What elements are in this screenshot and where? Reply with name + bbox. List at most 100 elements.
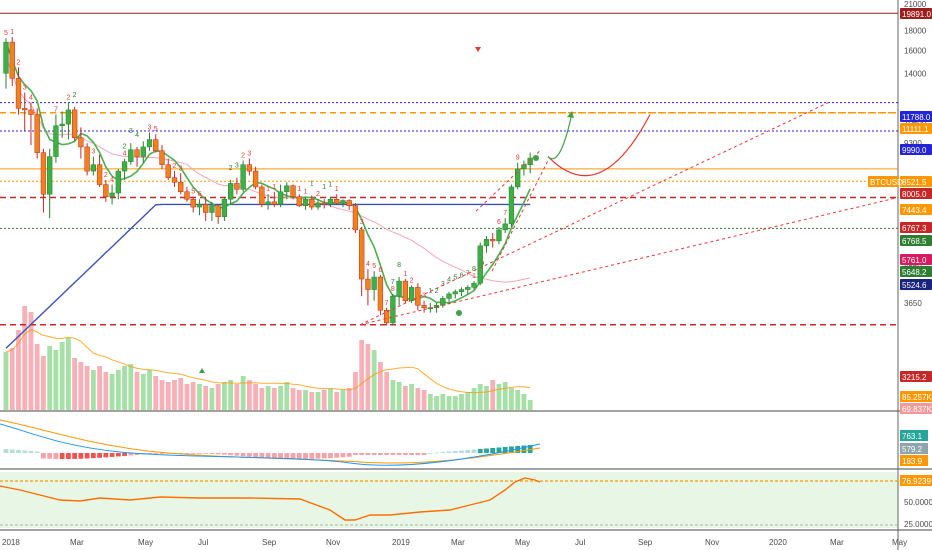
buy-count-label: 2 [123,144,127,151]
candle-body[interactable] [421,305,427,309]
candle-body[interactable] [277,191,284,205]
candle-body[interactable] [452,291,458,295]
candle-body[interactable] [415,287,421,306]
macd-histogram-bar [278,453,283,459]
candle-body[interactable] [377,276,384,311]
candle-body[interactable] [221,198,228,217]
candle-body[interactable] [271,201,277,205]
candle-body[interactable] [15,77,22,109]
candle-body[interactable] [290,185,296,197]
candle-body[interactable] [90,164,97,172]
candle-body[interactable] [40,152,47,195]
candle-body[interactable] [234,183,240,190]
candle-body[interactable] [458,289,465,292]
candle-body[interactable] [109,192,115,197]
candle-body[interactable] [71,109,78,139]
macd-histogram-bar [103,453,109,458]
candle-body[interactable] [252,170,259,188]
candle-body[interactable] [265,201,271,205]
price-badge-label: 9990.0 [902,146,927,155]
candle-body[interactable] [184,191,190,200]
candle-body[interactable] [9,41,15,79]
candle-body[interactable] [47,156,53,195]
candle-body[interactable] [246,164,253,172]
macd-histogram-bar [203,453,209,454]
candle-body[interactable] [115,170,121,194]
candle-body[interactable] [240,164,246,190]
candle-body[interactable] [515,168,521,188]
candle-body[interactable] [128,149,134,162]
candle-body[interactable] [159,150,165,165]
candle-body[interactable] [103,184,109,197]
candle-body[interactable] [34,114,40,153]
macd-histogram-bar [59,453,65,459]
candle-body[interactable] [359,229,365,280]
candle-body[interactable] [215,205,221,217]
candle-body[interactable] [465,287,471,290]
candle-body[interactable] [483,239,490,247]
candle-body[interactable] [352,205,359,231]
candle-body[interactable] [28,109,34,115]
candle-body[interactable] [178,182,184,193]
x-tick-label: Sep [638,538,653,547]
price-badge [900,111,932,122]
volume-bar [59,342,65,410]
candle-body[interactable] [296,196,302,206]
candle-body[interactable] [321,202,327,205]
candle-body[interactable] [346,200,352,206]
candle-body[interactable] [22,108,28,111]
candle-body[interactable] [190,198,196,208]
candle-body[interactable] [302,198,309,206]
candle-body[interactable] [383,309,390,324]
candle-body[interactable] [446,293,452,299]
candle-body[interactable] [78,137,84,148]
candle-body[interactable] [396,280,402,297]
candle-body[interactable] [521,164,527,170]
sell-count-label: 7 [503,210,507,217]
candle-body[interactable] [315,202,321,208]
candle-body[interactable] [209,205,215,213]
candle-body[interactable] [502,223,508,231]
candle-body[interactable] [496,229,502,242]
candle-body[interactable] [284,185,290,193]
candle-body[interactable] [203,204,209,213]
volume-badge-label: 69.837K [902,405,932,414]
candle-body[interactable] [153,139,159,151]
candle-body[interactable] [334,198,340,204]
candle-body[interactable] [140,146,146,157]
macd-histogram-bar [90,453,96,459]
macd-histogram-bar [390,453,396,455]
volume-bar [178,378,184,410]
candle-body[interactable] [59,123,65,126]
candle-body[interactable] [365,278,371,290]
candle-body[interactable] [165,164,171,178]
candle-body[interactable] [508,186,515,225]
candle-body[interactable] [371,276,377,290]
sell-count-label: 3 [91,149,95,156]
macd-histogram-bar [147,453,152,455]
candle-body[interactable] [134,149,140,157]
candle-body[interactable] [196,204,203,208]
candle-body[interactable] [96,164,103,185]
candle-body[interactable] [65,109,72,125]
candle-body[interactable] [227,183,234,200]
candle-body[interactable] [121,161,128,172]
candle-body[interactable] [53,125,59,157]
candle-body[interactable] [402,280,409,301]
candle-body[interactable] [3,41,9,74]
symbol-badge[interactable] [868,176,899,187]
candle-body[interactable] [408,287,415,301]
candle-body[interactable] [259,186,265,205]
candle-body[interactable] [340,200,346,204]
volume-bar [3,352,9,410]
candle-body[interactable] [490,239,496,242]
candle-body[interactable] [471,282,477,288]
candle-body[interactable] [146,139,153,148]
candle-body[interactable] [527,157,533,165]
candle-body[interactable] [171,177,178,183]
candle-body[interactable] [84,146,90,172]
candle-body[interactable] [327,198,334,205]
candle-body[interactable] [309,198,315,208]
buy-count-label: 1 [329,182,333,189]
